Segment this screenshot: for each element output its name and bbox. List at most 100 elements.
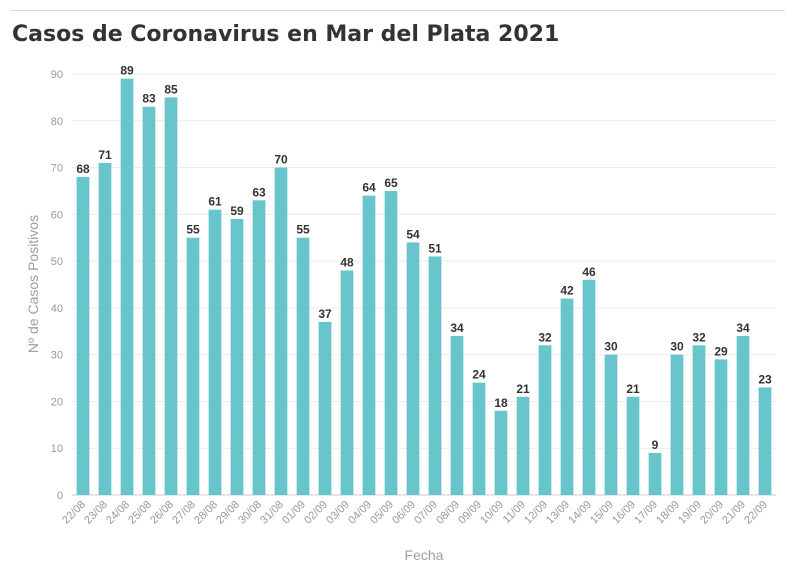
x-tick-label: 05/09 [368,499,396,527]
x-tick-label: 20/09 [698,499,726,527]
bar [604,354,618,495]
data-label: 85 [164,82,178,96]
x-tick-label: 14/09 [566,499,594,527]
bar [516,396,530,495]
data-label: 89 [120,64,134,78]
x-tick-label: 18/09 [654,499,682,527]
x-tick-label: 06/09 [390,499,418,527]
bar [692,345,706,495]
bar [736,335,750,495]
y-tick-label: 70 [51,163,63,175]
x-tick-label: 09/09 [456,499,484,527]
data-label: 30 [670,340,684,354]
x-tick-label: 25/08 [126,499,154,527]
bar [340,270,354,495]
data-label: 54 [406,227,420,241]
data-label: 48 [340,255,354,269]
data-label: 37 [318,307,332,321]
bar [626,396,640,495]
y-axis-label: Nº de Casos Positivos [25,215,41,353]
x-tick-label: 19/09 [676,499,704,527]
data-label: 64 [362,181,376,195]
bar [406,242,420,495]
bar [252,200,266,496]
y-tick-label: 50 [51,256,63,268]
data-label: 21 [516,382,530,396]
x-tick-label: 15/09 [588,499,616,527]
x-tick-label: 31/08 [258,499,286,527]
bar [120,78,134,495]
data-label: 51 [428,241,442,255]
x-tick-label: 27/08 [170,499,198,527]
bar [164,97,178,495]
top-divider [10,10,785,11]
bar [582,279,596,495]
data-label: 70 [274,153,288,167]
bar [450,335,464,495]
x-tick-label: 29/08 [214,499,242,527]
bar [538,345,552,495]
data-label: 55 [186,223,200,237]
x-tick-label: 10/09 [478,499,506,527]
data-label: 21 [626,382,640,396]
x-tick-label: 24/08 [104,499,132,527]
x-axis-ticks: 22/0823/0824/0825/0826/0827/0828/0829/08… [60,499,770,527]
data-labels: 68 71 89 83 85 55 61 59 63 70 55 37 48 64 65 54 51 34 24 18… [76,64,772,452]
data-label: 83 [142,92,156,106]
bar [670,354,684,495]
data-label: 46 [582,265,596,279]
bar [362,195,376,495]
y-tick-label: 60 [51,209,63,221]
y-tick-label: 80 [51,116,63,128]
bars [76,78,772,496]
x-tick-label: 08/09 [434,499,462,527]
x-tick-label: 23/08 [82,499,110,527]
data-label: 59 [230,204,244,218]
grid-lines [72,73,776,496]
x-tick-label: 22/09 [742,499,770,527]
data-label: 34 [450,321,464,335]
data-label: 23 [758,372,772,386]
data-label: 32 [538,330,552,344]
x-tick-label: 13/09 [544,499,572,527]
bar [98,162,112,495]
x-tick-label: 12/09 [522,499,550,527]
x-tick-label: 16/09 [610,499,638,527]
bar [76,176,90,495]
y-axis-ticks: 0 10 20 30 40 50 60 70 80 90 [51,69,63,502]
bar [296,237,310,495]
x-tick-label: 21/09 [720,499,748,527]
bar [472,382,486,495]
data-label: 71 [98,148,112,162]
bar [230,219,244,495]
bar [274,167,288,496]
bar [384,190,398,495]
data-label: 63 [252,185,266,199]
x-tick-label: 22/08 [60,499,88,527]
bar [560,298,574,495]
y-tick-label: 0 [57,490,63,502]
x-tick-label: 28/08 [192,499,220,527]
bar [648,452,662,495]
data-label: 61 [208,195,222,209]
data-label: 24 [472,368,486,382]
bar [186,237,200,495]
x-tick-label: 26/08 [148,499,176,527]
bar [318,321,332,495]
data-label: 68 [76,162,90,176]
x-tick-label: 11/09 [501,499,528,526]
data-label: 18 [494,396,508,410]
y-tick-label: 30 [51,350,63,362]
bar [208,209,222,495]
data-label: 42 [560,284,574,298]
x-tick-label: 17/09 [632,499,660,527]
data-label: 55 [296,223,310,237]
y-tick-label: 20 [51,396,63,408]
bar [428,256,442,495]
x-axis-label: Fecha [405,547,444,563]
x-tick-label: 07/09 [412,499,440,527]
x-tick-label: 30/08 [236,499,264,527]
y-tick-label: 10 [51,443,63,455]
y-tick-label: 90 [51,69,63,81]
